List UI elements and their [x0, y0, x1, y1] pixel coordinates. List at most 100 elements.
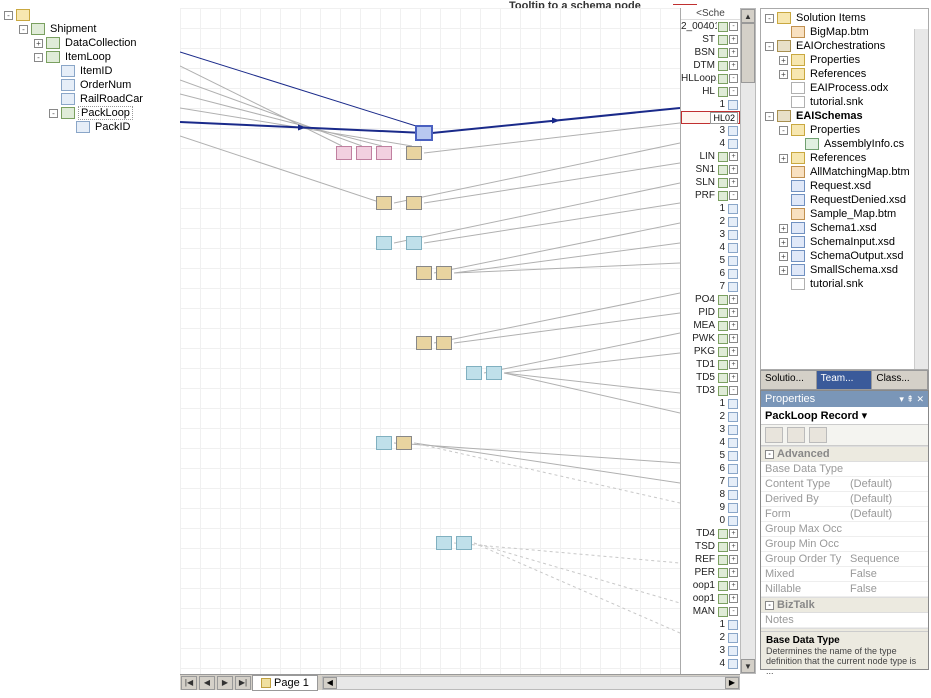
tree-toggle[interactable]: - [49, 109, 58, 118]
tree-toggle[interactable]: - [765, 112, 774, 121]
hscroll-left[interactable]: ◀ [323, 677, 337, 689]
dest-tree-row[interactable]: LIN+ [681, 150, 740, 163]
tree-toggle[interactable]: - [729, 74, 738, 83]
tree-toggle[interactable]: + [729, 152, 738, 161]
functoid[interactable] [416, 266, 432, 280]
property-value[interactable]: (Default) [846, 477, 928, 491]
dest-tree-row[interactable]: 3 [681, 644, 740, 657]
dest-tree-row[interactable]: SLN+ [681, 176, 740, 189]
tree-toggle[interactable]: + [729, 61, 738, 70]
solution-item[interactable]: RequestDenied.xsd [763, 193, 926, 207]
property-value[interactable] [846, 613, 928, 627]
dest-tree-row[interactable]: 8 [681, 488, 740, 501]
functoid[interactable] [356, 146, 372, 160]
functoid[interactable] [336, 146, 352, 160]
property-row[interactable]: MixedFalse [761, 567, 928, 582]
property-row[interactable]: Group Order TySequence [761, 552, 928, 567]
properties-object-selector[interactable]: PackLoop Record ▾ [761, 407, 928, 425]
tree-toggle[interactable]: - [19, 25, 28, 34]
solution-item[interactable]: -EAIOrchestrations [763, 39, 926, 53]
properties-header[interactable]: Properties ▾ ⇞ ✕ [761, 391, 928, 407]
property-value[interactable]: False [846, 582, 928, 596]
hscroll-right[interactable]: ▶ [725, 677, 739, 689]
tree-toggle[interactable]: + [729, 321, 738, 330]
dest-tree-row[interactable]: TSD+ [681, 540, 740, 553]
solution-item[interactable]: AllMatchingMap.btm [763, 165, 926, 179]
tree-toggle[interactable]: + [779, 224, 788, 233]
dest-tree-row[interactable]: 1 [681, 397, 740, 410]
solution-item[interactable]: +SchemaInput.xsd [763, 235, 926, 249]
tree-toggle[interactable]: - [729, 386, 738, 395]
solution-item[interactable]: Request.xsd [763, 179, 926, 193]
dest-tree-row[interactable]: 4 [681, 241, 740, 254]
tree-toggle[interactable]: + [779, 238, 788, 247]
property-category[interactable]: -BizTalk [761, 597, 928, 613]
property-value[interactable]: (Default) [846, 507, 928, 521]
tree-node[interactable]: -Shipment [2, 22, 180, 36]
property-value[interactable] [846, 462, 928, 476]
tree-toggle[interactable]: + [779, 56, 788, 65]
tree-toggle[interactable]: - [765, 14, 774, 23]
dest-schema-tree[interactable]: <Sche 2_00401_856-ST+BSN+DTM+HLLoop1-HL-… [680, 8, 740, 674]
page-next-button[interactable]: ▶ [217, 676, 233, 690]
tree-node[interactable]: +DataCollection [2, 36, 180, 50]
functoid[interactable] [376, 196, 392, 210]
dest-tree-row[interactable]: 4 [681, 137, 740, 150]
dest-tree-row[interactable]: PRF- [681, 189, 740, 202]
property-row[interactable]: Group Max Occ [761, 522, 928, 537]
tree-toggle[interactable]: + [729, 555, 738, 564]
dest-tree-row[interactable]: 7 [681, 280, 740, 293]
dest-tree-row[interactable]: 1 [681, 618, 740, 631]
dest-tree-scrollbar[interactable]: ▲ ▼ [740, 8, 756, 674]
tree-toggle[interactable]: + [779, 266, 788, 275]
functoid[interactable] [436, 536, 452, 550]
tree-toggle[interactable]: - [34, 53, 43, 62]
solution-item[interactable]: BigMap.btm [763, 25, 926, 39]
dest-tree-row[interactable]: PKG+ [681, 345, 740, 358]
dest-tree-row[interactable]: MAN- [681, 605, 740, 618]
props-pages-button[interactable] [809, 427, 827, 443]
dest-tree-row[interactable]: TD1+ [681, 358, 740, 371]
functoid[interactable] [486, 366, 502, 380]
dest-tree-row[interactable]: oop1+ [681, 579, 740, 592]
functoid[interactable] [376, 146, 392, 160]
solution-item[interactable]: tutorial.snk [763, 95, 926, 109]
tree-toggle[interactable]: - [779, 126, 788, 135]
solution-explorer[interactable]: -Solution ItemsBigMap.btm-EAIOrchestrati… [760, 8, 929, 370]
category-toggle[interactable]: - [765, 450, 774, 459]
explorer-tab[interactable]: Team... [817, 371, 873, 389]
tree-toggle[interactable]: + [729, 295, 738, 304]
dest-tree-row[interactable]: SN1+ [681, 163, 740, 176]
functoid[interactable] [436, 266, 452, 280]
page-first-button[interactable]: |◀ [181, 676, 197, 690]
dest-tree-row[interactable]: PWK+ [681, 332, 740, 345]
dest-tree-row[interactable]: 1 [681, 98, 740, 111]
dest-tree-row[interactable]: 2_00401_856- [681, 20, 740, 33]
dest-tree-row[interactable]: DTM+ [681, 59, 740, 72]
dest-tree-row[interactable]: ST+ [681, 33, 740, 46]
dest-tree-row[interactable]: 4 [681, 436, 740, 449]
dest-tree-row[interactable]: HLLoop1- [681, 72, 740, 85]
tree-toggle[interactable]: + [779, 252, 788, 261]
scroll-thumb[interactable] [741, 23, 755, 83]
tree-toggle[interactable]: - [729, 191, 738, 200]
tree-node[interactable]: OrderNum [2, 78, 180, 92]
property-row[interactable]: Group Min Occ [761, 537, 928, 552]
tree-toggle[interactable]: + [729, 581, 738, 590]
functoid[interactable] [406, 196, 422, 210]
functoid[interactable] [416, 126, 432, 140]
solution-item[interactable]: tutorial.snk [763, 277, 926, 291]
tree-toggle[interactable]: + [729, 542, 738, 551]
property-value[interactable]: Sequence [846, 552, 928, 566]
property-row[interactable]: Notes [761, 613, 928, 628]
page-last-button[interactable]: ▶| [235, 676, 251, 690]
tree-toggle[interactable]: - [729, 22, 738, 31]
tree-node[interactable]: -PackLoop [2, 106, 180, 120]
property-row[interactable]: Form(Default) [761, 507, 928, 522]
property-row[interactable]: Base Data Type [761, 462, 928, 477]
functoid[interactable] [396, 436, 412, 450]
alpha-sort-button[interactable] [787, 427, 805, 443]
dest-tree-row[interactable]: 2 [681, 215, 740, 228]
tree-toggle[interactable]: + [779, 70, 788, 79]
dest-tree-row[interactable]: 1 [681, 202, 740, 215]
